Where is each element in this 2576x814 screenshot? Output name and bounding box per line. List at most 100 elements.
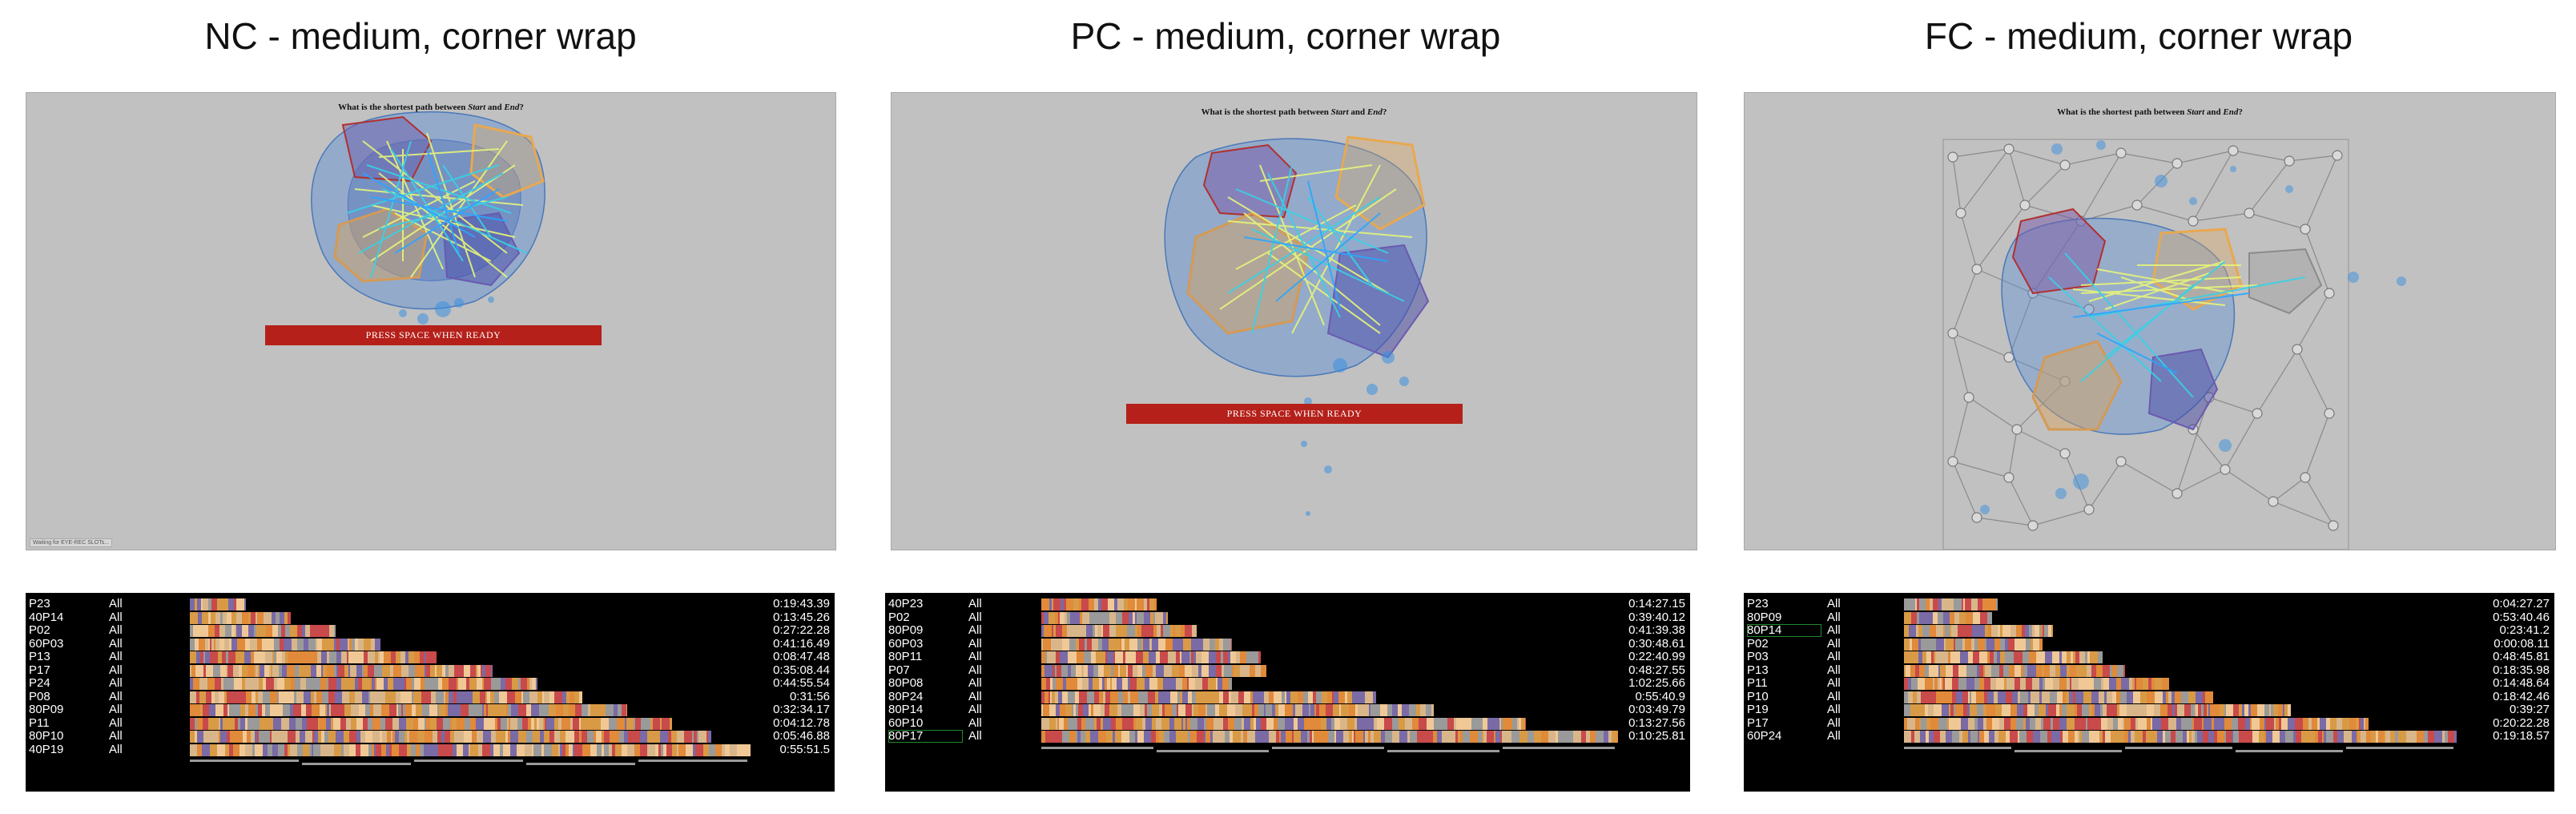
event-segment — [430, 664, 435, 677]
timeline-row[interactable]: P07 All 0:48:27.55 — [885, 663, 1690, 677]
press-space-button[interactable]: PRESS SPACE WHEN READY — [265, 325, 602, 345]
event-segment — [2045, 651, 2052, 663]
press-space-button[interactable]: PRESS SPACE WHEN READY — [1126, 404, 1463, 424]
event-segment — [1101, 717, 1103, 730]
timeline-row[interactable]: P11 All 0:04:12.78 — [26, 716, 835, 730]
event-segment — [2276, 717, 2279, 730]
event-segment — [372, 717, 380, 730]
event-segment — [431, 743, 438, 756]
event-segment — [2365, 717, 2369, 730]
timeline-row[interactable]: P02 All 0:00:08.11 — [1744, 637, 2554, 651]
timeline-row[interactable]: P10 All 0:18:42.46 — [1744, 690, 2554, 703]
event-segment — [248, 704, 256, 716]
timeline-row[interactable]: P13 All 0:18:35.98 — [1744, 663, 2554, 677]
event-segment — [1950, 611, 1954, 624]
timeline-row[interactable]: 40P19 All 0:55:51.5 — [26, 743, 835, 756]
timeline-row[interactable]: P17 All 0:20:22.28 — [1744, 716, 2554, 730]
event-segment — [1385, 731, 1392, 743]
event-segment — [1053, 678, 1056, 690]
event-segment — [1144, 731, 1149, 743]
timeline-row[interactable]: 80P24 All 0:55:40.9 — [885, 690, 1690, 703]
event-segment — [2035, 717, 2037, 730]
timeline-row[interactable]: P23 All 0:04:27.27 — [1744, 598, 2554, 610]
event-segment — [497, 717, 501, 730]
event-segment — [1374, 717, 1377, 730]
timeline-row[interactable]: 80P17 All 0:10:25.81 — [885, 730, 1690, 743]
event-segment — [1105, 704, 1109, 716]
event-segment — [2107, 691, 2112, 703]
event-segment — [308, 638, 316, 651]
event-segment — [1219, 691, 1223, 703]
event-segment — [2018, 691, 2020, 703]
event-segment — [1065, 625, 1067, 637]
timeline-row[interactable]: P11 All 0:14:48.64 — [1744, 677, 2554, 690]
event-segment — [1369, 704, 1371, 716]
event-segment — [2010, 651, 2014, 663]
timeline-row[interactable]: 40P23 All 0:14:27.15 — [885, 598, 1690, 610]
event-segment — [1066, 678, 1073, 690]
event-segment — [2105, 731, 2111, 743]
event-segment — [1954, 598, 1955, 610]
event-segment — [590, 704, 598, 716]
event-segment — [1989, 731, 1994, 743]
timeline-row[interactable]: 80P09 All 0:41:39.38 — [885, 624, 1690, 637]
event-segment — [1955, 717, 1961, 730]
timeline-row[interactable]: P13 All 0:08:47.48 — [26, 651, 835, 663]
timeline-row[interactable]: P02 All 0:27:22.28 — [26, 624, 835, 637]
timeline-row[interactable]: P17 All 0:35:08.44 — [26, 663, 835, 677]
event-segment — [1179, 638, 1183, 651]
event-segment — [1962, 638, 1965, 651]
event-segment — [635, 717, 641, 730]
event-segment — [2005, 638, 2008, 651]
event-segment — [1153, 625, 1157, 637]
timeline-row[interactable]: P19 All 0:39:27 — [1744, 703, 2554, 716]
event-segment — [1110, 678, 1112, 690]
timeline-row[interactable]: 80P14 All 0:23:41.2 — [1744, 624, 2554, 637]
event-segment — [1071, 664, 1076, 677]
timeline-row[interactable]: 80P11 All 0:22:40.99 — [885, 651, 1690, 663]
event-segment — [1185, 625, 1192, 637]
timeline-row[interactable]: P23 All 0:19:43.39 — [26, 598, 835, 610]
event-segment — [1977, 664, 1979, 677]
timeline-row[interactable]: 60P03 All 0:41:16.49 — [26, 637, 835, 651]
event-segment — [1304, 731, 1307, 743]
timeline-row[interactable]: 80P08 All 1:02:25.66 — [885, 677, 1690, 690]
event-segment — [1439, 717, 1447, 730]
event-segment — [1938, 717, 1946, 730]
timeline-row[interactable]: 80P09 All 0:53:40.46 — [1744, 610, 2554, 624]
event-segment — [1919, 611, 1926, 624]
event-segment — [1107, 651, 1111, 663]
event-segment — [210, 651, 218, 663]
event-segment — [1307, 731, 1310, 743]
timeline-row[interactable]: 80P10 All 0:05:46.88 — [26, 730, 835, 743]
event-segment — [1908, 691, 1913, 703]
timeline-row[interactable]: 60P10 All 0:13:27.56 — [885, 716, 1690, 730]
event-segment — [2242, 704, 2244, 716]
event-segment — [281, 625, 284, 637]
event-segment — [1951, 625, 1958, 637]
event-segment — [1919, 664, 1925, 677]
timeline-row[interactable]: 40P14 All 0:13:45.26 — [26, 610, 835, 624]
event-segment — [602, 743, 604, 756]
timeline-row[interactable]: 80P09 All 0:32:34.17 — [26, 703, 835, 716]
timeline-row[interactable]: P24 All 0:44:55.54 — [26, 677, 835, 690]
event-sequence — [1041, 717, 1526, 730]
event-segment — [429, 704, 437, 716]
event-segment — [489, 717, 495, 730]
participant-id: 40P19 — [29, 742, 64, 756]
timeline-row[interactable]: P08 All 0:31:56 — [26, 690, 835, 703]
timeline-row[interactable]: 60P24 All 0:19:18.57 — [1744, 730, 2554, 743]
event-segment — [352, 638, 355, 651]
event-segment — [558, 717, 561, 730]
timeline-row[interactable]: 80P14 All 0:03:49.79 — [885, 703, 1690, 716]
event-segment — [1990, 704, 1995, 716]
timeline-row[interactable]: P03 All 0:48:45.81 — [1744, 651, 2554, 663]
event-segment — [228, 598, 234, 610]
timeline-row[interactable]: 60P03 All 0:30:48.61 — [885, 637, 1690, 651]
event-segment — [2195, 731, 2197, 743]
event-segment — [1928, 638, 1930, 651]
event-segment — [1339, 704, 1341, 716]
event-segment — [1195, 678, 1202, 690]
timeline-row[interactable]: P02 All 0:39:40.12 — [885, 610, 1690, 624]
event-segment — [1041, 664, 1044, 677]
